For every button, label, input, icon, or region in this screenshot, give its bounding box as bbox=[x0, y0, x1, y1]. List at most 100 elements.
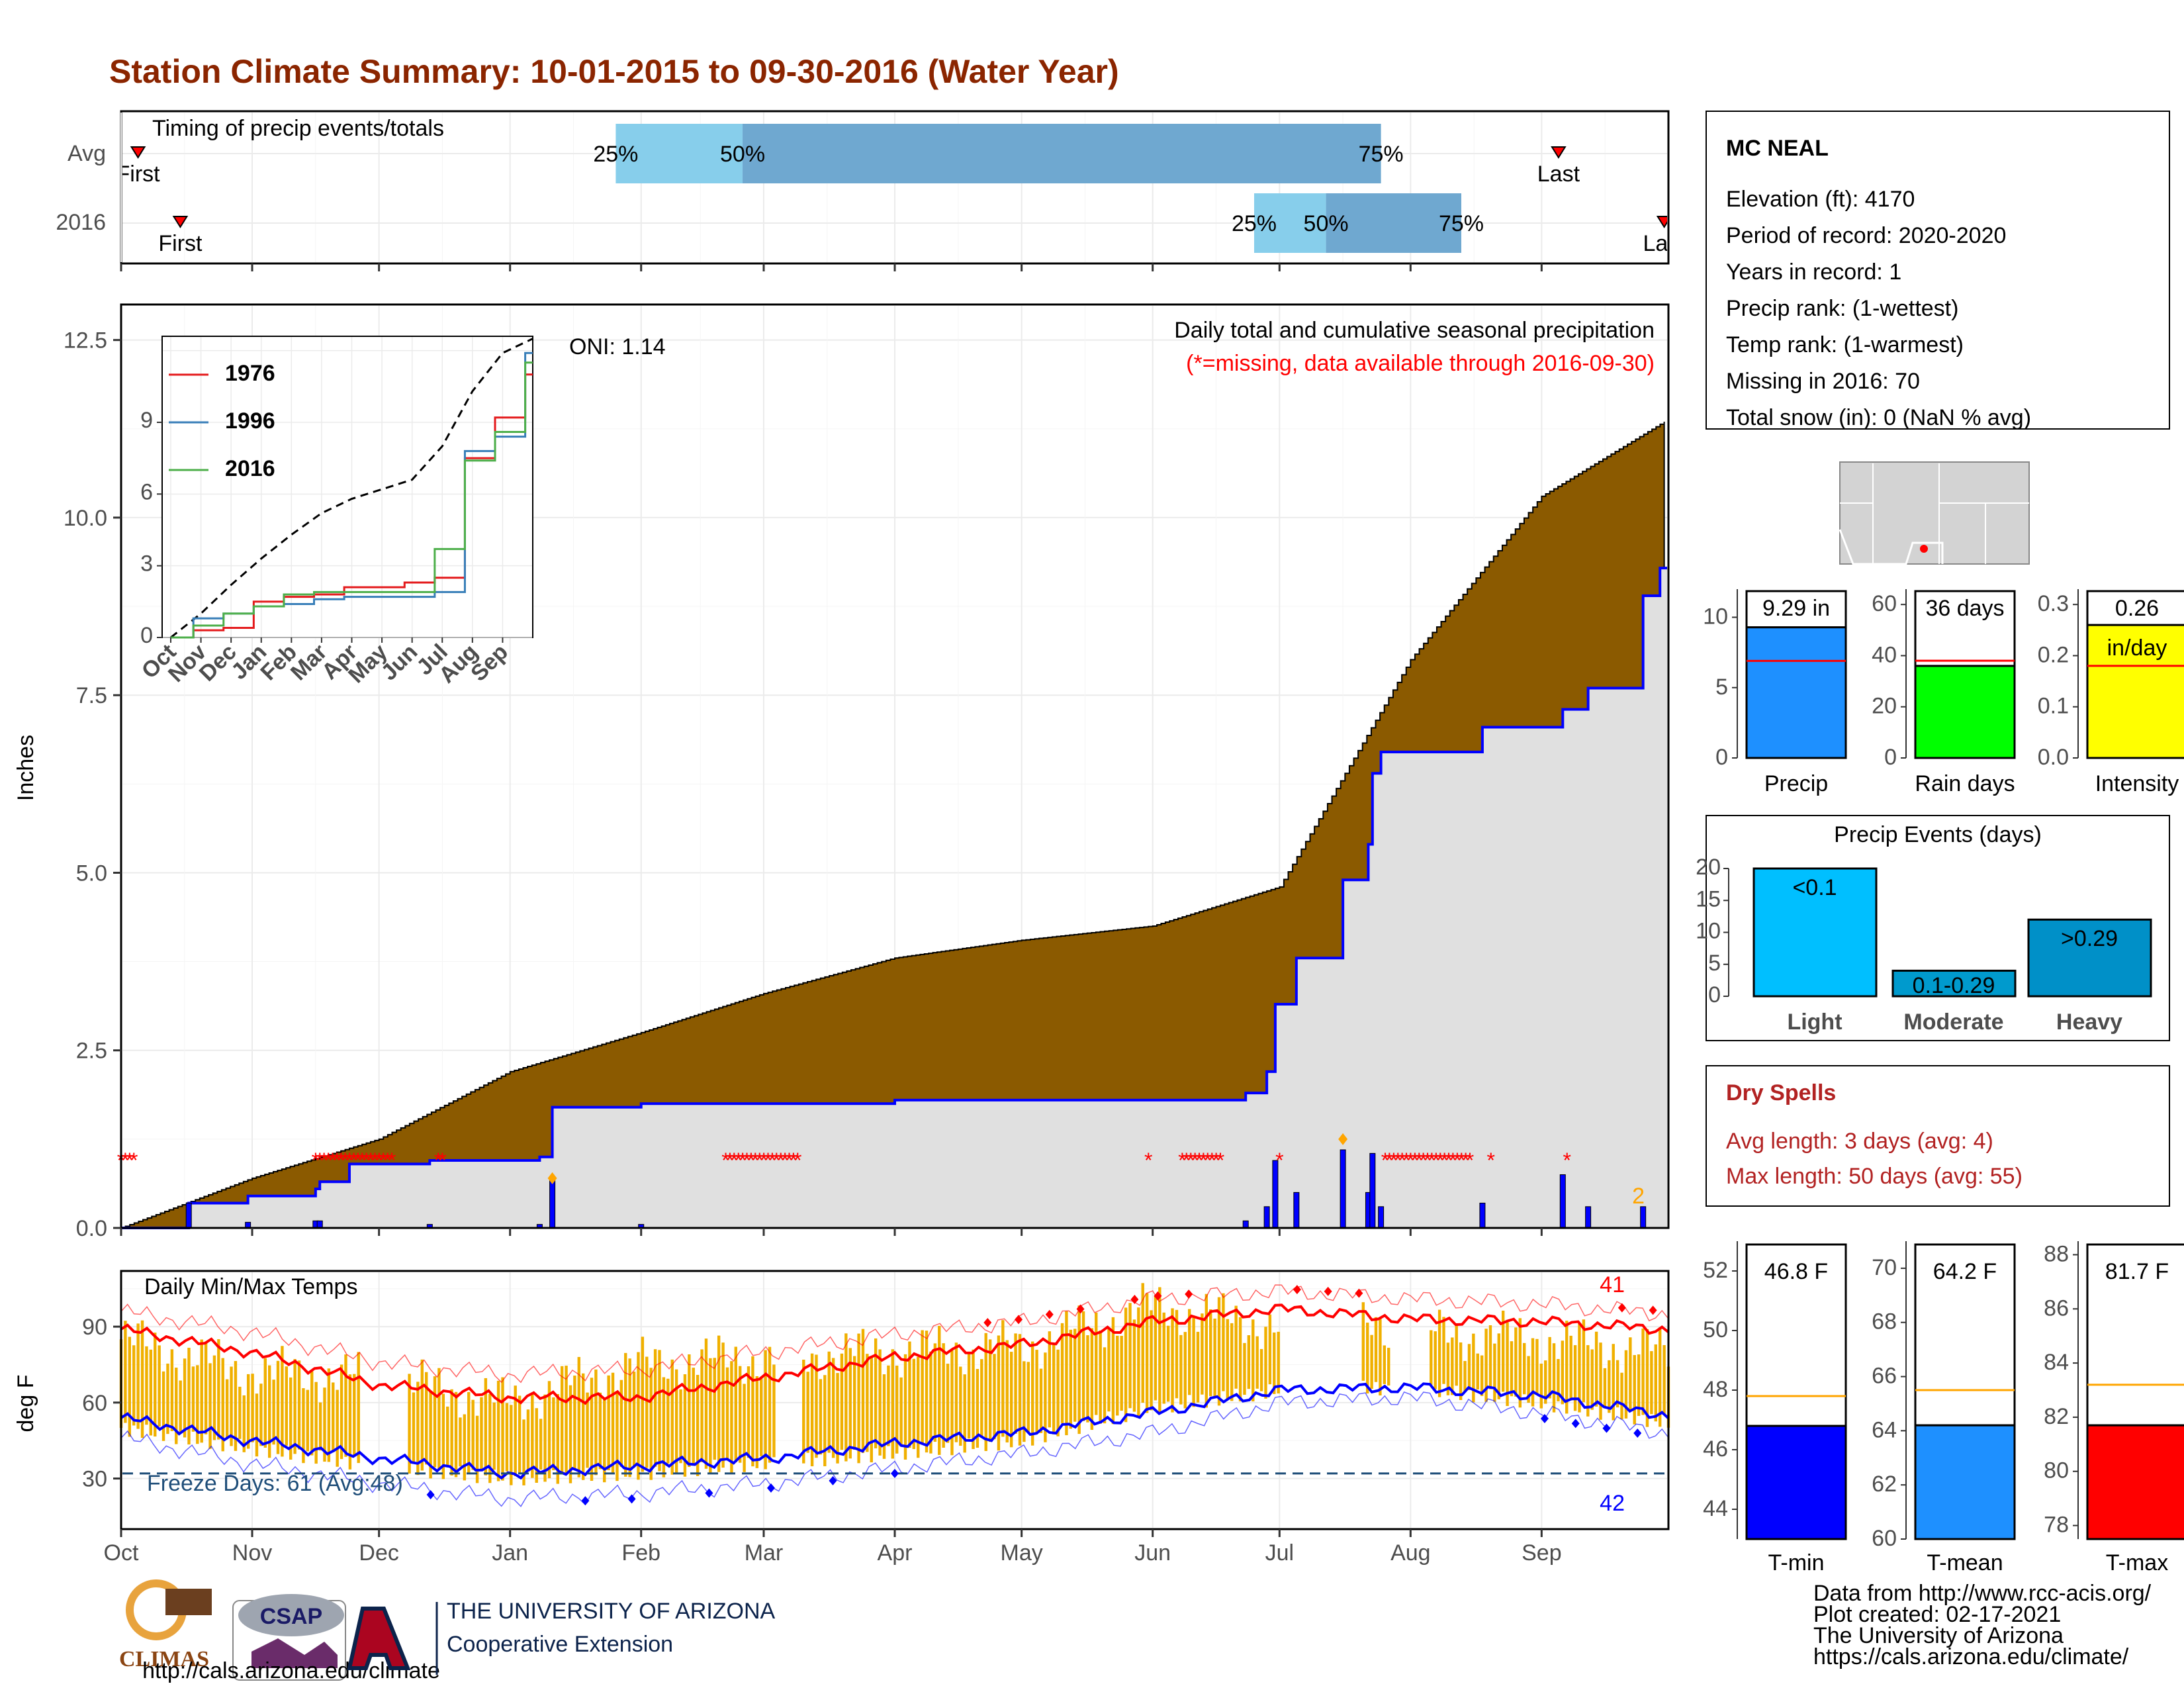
temp-daily-bar bbox=[446, 1406, 449, 1466]
credit-url: https://cals.arizona.edu/climate/ bbox=[1813, 1644, 2129, 1669]
temp-daily-bar bbox=[1035, 1350, 1038, 1434]
temp-daily-bar bbox=[1060, 1323, 1064, 1423]
temp-bar-ytick-label: 70 bbox=[1872, 1255, 1897, 1280]
temp-daily-bar bbox=[276, 1360, 280, 1454]
temp-daily-bar bbox=[908, 1341, 911, 1448]
first-marker bbox=[172, 216, 189, 228]
temp-daily-bar bbox=[196, 1365, 199, 1444]
station-info-box: MC NEAL Elevation (ft): 4170 Period of r… bbox=[1706, 111, 2170, 430]
timing-bar-lower bbox=[615, 124, 743, 183]
temp-daily-bar bbox=[1480, 1355, 1484, 1396]
temp-daily-bar bbox=[230, 1366, 233, 1446]
temp-daily-bar bbox=[357, 1352, 360, 1464]
station-snow: Total snow (in): 0 (NaN % avg) bbox=[1726, 405, 2031, 430]
record-high-diamond bbox=[1130, 1295, 1139, 1305]
temp-daily-bar bbox=[1620, 1372, 1623, 1420]
temp-daily-bar bbox=[1081, 1311, 1085, 1421]
temp-daily-bar bbox=[166, 1363, 169, 1434]
month-label: Apr bbox=[878, 1540, 913, 1566]
temp-daily-bar bbox=[327, 1368, 331, 1462]
dry-spells-avg: Avg length: 3 days (avg: 4) bbox=[1726, 1129, 1993, 1154]
temp-daily-bar bbox=[1026, 1362, 1030, 1433]
temp-daily-bar bbox=[844, 1333, 848, 1462]
mini-bar-remainder bbox=[1914, 590, 2016, 667]
temp-daily-bar bbox=[1548, 1336, 1551, 1399]
temp-daily-bar bbox=[1539, 1363, 1543, 1409]
temp-daily-bar bbox=[124, 1321, 127, 1423]
events-ytick-label: 0 bbox=[1708, 982, 1721, 1008]
temp-daily-bar bbox=[1497, 1333, 1500, 1399]
temp-daily-bar bbox=[1128, 1303, 1132, 1409]
temp-daily-bar bbox=[140, 1320, 144, 1438]
temp-daily-bar bbox=[208, 1363, 212, 1449]
inset-series-line bbox=[171, 361, 533, 639]
temp-daily-bar bbox=[1030, 1341, 1034, 1446]
temp-daily-bar bbox=[1437, 1309, 1441, 1397]
temp-daily-bar bbox=[323, 1387, 326, 1462]
temp-daily-bar bbox=[306, 1389, 310, 1452]
temp-y-label: deg F bbox=[13, 1375, 38, 1432]
temp-daily-bar bbox=[1662, 1344, 1666, 1415]
temp-daily-bar bbox=[420, 1359, 424, 1471]
precip-ytick-label: 2.5 bbox=[76, 1039, 107, 1064]
daily-precip-bar bbox=[549, 1178, 556, 1229]
temp-daily-bar bbox=[200, 1339, 203, 1443]
temp-daily-bar bbox=[1145, 1293, 1149, 1413]
missing-star: * bbox=[1453, 1149, 1461, 1172]
events-title: Precip Events (days) bbox=[1834, 822, 2042, 847]
temp-daily-bar bbox=[212, 1355, 216, 1440]
temp-daily-bar bbox=[1594, 1331, 1598, 1407]
record-max-line bbox=[120, 1284, 1669, 1383]
missing-star: * bbox=[768, 1149, 776, 1172]
missing-star: * bbox=[781, 1149, 789, 1172]
temp-daily-bar bbox=[496, 1380, 500, 1481]
events-bar bbox=[1891, 969, 2017, 998]
temp-daily-bar bbox=[255, 1393, 259, 1457]
month-label: Nov bbox=[232, 1540, 272, 1566]
temp-daily-bar bbox=[653, 1349, 657, 1467]
temp-daily-bar bbox=[1137, 1307, 1140, 1418]
station-elevation: Elevation (ft): 4170 bbox=[1726, 187, 1915, 212]
temp-daily-bar bbox=[725, 1367, 729, 1460]
csap-logo: CSAP http://cals.arizona.edu/climate bbox=[142, 1594, 440, 1683]
temp-daily-bar bbox=[492, 1402, 496, 1470]
temp-daily-bar bbox=[1150, 1310, 1153, 1411]
temp-ytick-label: 30 bbox=[82, 1467, 107, 1492]
missing-star: * bbox=[333, 1149, 341, 1172]
missing-star: * bbox=[1208, 1149, 1216, 1172]
temp-daily-bar bbox=[1658, 1327, 1662, 1427]
missing-star: * bbox=[1440, 1149, 1448, 1172]
timing-p25-label: 25% bbox=[1232, 211, 1277, 236]
temp-daily-bar bbox=[963, 1374, 966, 1453]
temp-daily-bar bbox=[730, 1361, 733, 1474]
missing-star: * bbox=[790, 1149, 797, 1172]
daily-precip-bar bbox=[1242, 1220, 1249, 1229]
temp-daily-bar bbox=[318, 1402, 322, 1451]
temp-daily-bar bbox=[552, 1397, 555, 1471]
temp-daily-bar bbox=[1463, 1360, 1467, 1392]
last-marker-label: Last bbox=[1643, 231, 1686, 256]
record-high-diamond bbox=[1649, 1305, 1657, 1315]
missing-star: * bbox=[764, 1149, 772, 1172]
temp-daily-bar bbox=[619, 1380, 623, 1468]
first-marker-label: First bbox=[116, 162, 161, 187]
record-min-line bbox=[120, 1391, 1669, 1507]
events-bar bbox=[2027, 918, 2152, 998]
mini-bar-ytick-label: 0.3 bbox=[2038, 591, 2069, 616]
record-low-diamond bbox=[1602, 1423, 1611, 1433]
first-marker bbox=[130, 146, 146, 159]
temp-daily-bar bbox=[158, 1345, 161, 1427]
temp-daily-bar bbox=[1433, 1331, 1437, 1389]
missing-star: * bbox=[375, 1149, 383, 1172]
month-label: Sep bbox=[1522, 1540, 1562, 1566]
temp-daily-bar bbox=[1544, 1360, 1547, 1404]
temp-daily-bar bbox=[628, 1358, 631, 1477]
daily-precip-bar bbox=[1640, 1206, 1647, 1229]
missing-star: * bbox=[1178, 1149, 1186, 1172]
timing-panel: Timing of precip events/totals Avg 2016 … bbox=[56, 110, 1686, 265]
temp-daily-bar bbox=[899, 1377, 903, 1447]
temp-daily-bar bbox=[632, 1372, 636, 1466]
temp-lines bbox=[120, 1284, 1670, 1507]
events-bar bbox=[1752, 867, 1878, 998]
record-high-diamond bbox=[1324, 1286, 1332, 1296]
